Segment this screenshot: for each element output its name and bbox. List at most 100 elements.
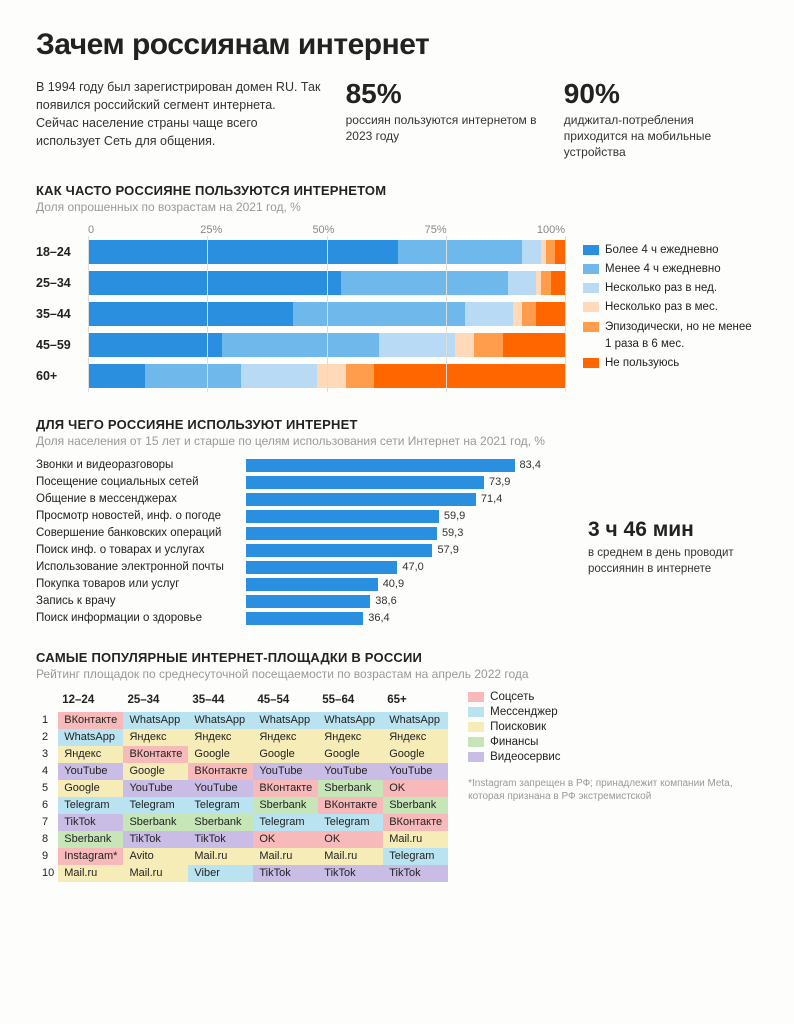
legend-swatch (468, 752, 484, 762)
hbar (246, 476, 484, 489)
stack-row-label: 35–44 (36, 307, 88, 321)
chart1-legend: Более 4 ч ежедневноМенее 4 ч ежедневноНе… (583, 224, 758, 395)
legend-label: Соцсеть (490, 691, 534, 703)
stack-segment (374, 364, 565, 388)
legend-item: Финансы (468, 736, 618, 748)
stack-segment (379, 333, 455, 357)
hbar-track: 38,6 (246, 594, 568, 609)
hbar (246, 578, 378, 591)
intro-row: В 1994 году был зарегистрирован домен RU… (36, 78, 758, 161)
table-col-header: 55–64 (318, 691, 383, 712)
stack-row: 45–59 (36, 333, 565, 357)
platform-cell: Google (188, 746, 253, 763)
stack-bar (88, 240, 565, 264)
legend-label: Эпизодически, но не менее 1 раза в 6 мес… (605, 319, 758, 354)
platform-cell: Sberbank (318, 780, 383, 797)
legend-swatch (468, 707, 484, 717)
hbar-row: Запись к врачу38,6 (36, 594, 568, 609)
stack-row-label: 45–59 (36, 338, 88, 352)
hbar-row: Покупка товаров или услуг40,9 (36, 577, 568, 592)
stat-big: 85% (346, 78, 540, 110)
hbar-track: 36,4 (246, 611, 568, 626)
legend-swatch (583, 358, 599, 368)
rank-cell: 8 (36, 831, 58, 848)
legend-item: Поисковик (468, 721, 618, 733)
hbar (246, 561, 397, 574)
legend-swatch (468, 737, 484, 747)
chart1-title: КАК ЧАСТО РОССИЯНЕ ПОЛЬЗУЮТСЯ ИНТЕРНЕТОМ (36, 183, 758, 198)
stack-segment (546, 240, 556, 264)
legend-label: Мессенджер (490, 706, 558, 718)
stack-segment (513, 302, 523, 326)
platform-cell: WhatsApp (253, 712, 318, 729)
platform-cell: Google (318, 746, 383, 763)
legend-label: Более 4 ч ежедневно (605, 242, 719, 259)
stat-block-2: 90% диджитал-потребления приходится на м… (564, 78, 758, 161)
platform-cell: Яндекс (188, 729, 253, 746)
axis-tick: 100% (537, 224, 565, 236)
stack-segment (522, 240, 541, 264)
legend-item: Не пользуюсь (583, 355, 758, 372)
hbar-value: 71,4 (481, 493, 502, 505)
hbar-row: Использование электронной почты47,0 (36, 560, 568, 575)
legend-label: Несколько раз в нед. (605, 280, 717, 297)
hbar (246, 527, 437, 540)
platform-cell: ВКонтакте (383, 814, 448, 831)
legend-item: Более 4 ч ежедневно (583, 242, 758, 259)
table-row: 10Mail.ruMail.ruViberTikTokTikTokTikTok (36, 865, 448, 882)
table-legend-wrap: СоцсетьМессенджерПоисковикФинансыВидеосе… (468, 691, 758, 882)
hbar (246, 612, 363, 625)
hbar-value: 36,4 (368, 612, 389, 624)
stack-segment (341, 271, 508, 295)
rank-cell: 10 (36, 865, 58, 882)
table-row: 8SberbankTikTokTikTokOKOKMail.ru (36, 831, 448, 848)
legend-swatch (583, 245, 599, 255)
platform-cell: Google (123, 763, 188, 780)
table-row: 3ЯндексВКонтактеGoogleGoogleGoogleGoogle (36, 746, 448, 763)
platform-cell: ВКонтакте (123, 746, 188, 763)
table-row: 7TikTokSberbankSberbankTelegramTelegramВ… (36, 814, 448, 831)
stack-segment (551, 271, 565, 295)
platforms-table: 12–2425–3435–4445–5455–6465+1ВКонтактеWh… (36, 691, 448, 882)
hbar-row: Поиск информации о здоровье36,4 (36, 611, 568, 626)
table-col-header: 35–44 (188, 691, 253, 712)
table-col-header: 25–34 (123, 691, 188, 712)
stack-segment (88, 271, 341, 295)
rank-cell: 3 (36, 746, 58, 763)
intro-text: В 1994 году был зарегистрирован домен RU… (36, 78, 322, 161)
table-row: 2WhatsAppЯндексЯндексЯндексЯндексЯндекс (36, 729, 448, 746)
platform-cell: ВКонтакте (318, 797, 383, 814)
hbar-label: Совершение банковских операций (36, 527, 246, 539)
stack-segment (398, 240, 522, 264)
hbar-value: 73,9 (489, 476, 510, 488)
platform-cell: OK (318, 831, 383, 848)
side-stat-big: 3 ч 46 мин (588, 518, 758, 542)
platform-cell: TikTok (253, 865, 318, 882)
platform-cell: Mail.ru (318, 848, 383, 865)
hbar-track: 40,9 (246, 577, 568, 592)
stack-segment (88, 240, 398, 264)
hbar-track: 71,4 (246, 492, 568, 507)
hbar-value: 47,0 (402, 561, 423, 573)
platform-cell: Telegram (253, 814, 318, 831)
chart2-title: ДЛЯ ЧЕГО РОССИЯНЕ ИСПОЛЬЗУЮТ ИНТЕРНЕТ (36, 417, 758, 432)
platform-cell: Яндекс (318, 729, 383, 746)
platform-cell: Telegram (383, 848, 448, 865)
platform-cell: Google (383, 746, 448, 763)
table-legend: СоцсетьМессенджерПоисковикФинансыВидеосе… (468, 691, 618, 763)
rank-cell: 5 (36, 780, 58, 797)
chart2-subtitle: Доля населения от 15 лет и старше по цел… (36, 434, 758, 448)
stack-segment (474, 333, 503, 357)
legend-swatch (468, 692, 484, 702)
stack-row: 25–34 (36, 271, 565, 295)
table-col-header: 12–24 (58, 691, 123, 712)
rank-cell: 7 (36, 814, 58, 831)
platform-cell: Mail.ru (253, 848, 318, 865)
hbar-track: 47,0 (246, 560, 568, 575)
stack-segment (465, 302, 513, 326)
hbar-row: Просмотр новостей, инф. о погоде59,9 (36, 509, 568, 524)
platform-cell: WhatsApp (123, 712, 188, 729)
platform-cell: Instagram* (58, 848, 123, 865)
legend-label: Несколько раз в мес. (605, 299, 718, 316)
axis-tick: 25% (200, 224, 312, 236)
